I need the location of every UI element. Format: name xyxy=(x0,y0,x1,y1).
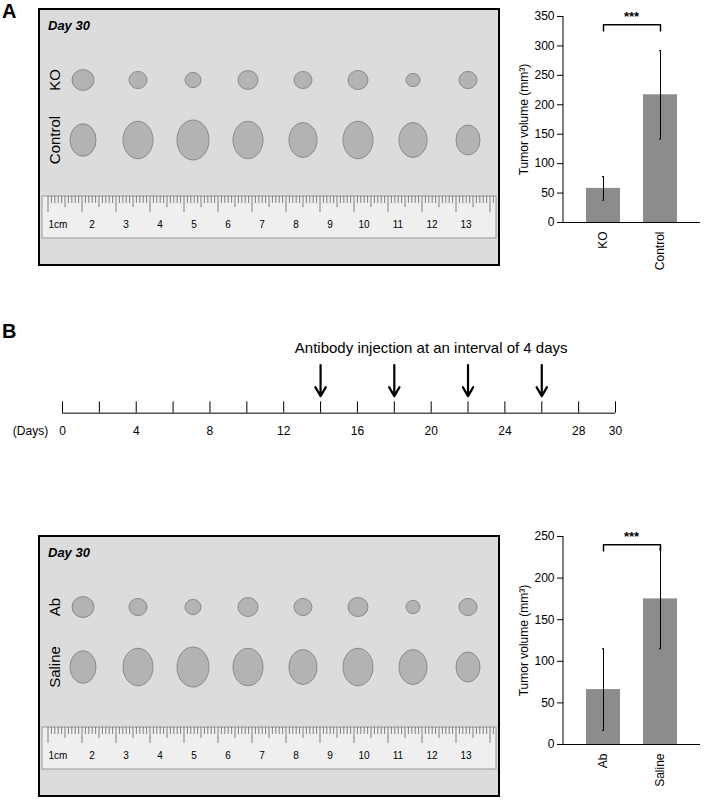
svg-text:150: 150 xyxy=(534,127,554,141)
html-text:B: B xyxy=(2,320,17,342)
svg-text:***: *** xyxy=(624,529,640,544)
svg-text:Ab: Ab xyxy=(596,753,610,768)
svg-text:12: 12 xyxy=(426,750,438,761)
svg-text:4: 4 xyxy=(157,219,163,230)
svg-text:9: 9 xyxy=(327,750,333,761)
svg-text:Tumor volume (mm³): Tumor volume (mm³) xyxy=(517,64,531,176)
svg-text:200: 200 xyxy=(534,571,554,585)
svg-text:8: 8 xyxy=(293,750,299,761)
svg-text:11: 11 xyxy=(393,750,404,761)
svg-text:300: 300 xyxy=(534,39,554,53)
svg-text:12: 12 xyxy=(426,219,438,230)
svg-text:28: 28 xyxy=(572,424,586,438)
svg-text:Ab: Ab xyxy=(46,598,63,616)
svg-text:***: *** xyxy=(624,9,640,24)
svg-text:Control: Control xyxy=(46,116,63,164)
svg-text:0: 0 xyxy=(548,737,555,751)
svg-text:200: 200 xyxy=(534,98,554,112)
svg-text:50: 50 xyxy=(541,696,555,710)
svg-text:8: 8 xyxy=(293,219,299,230)
svg-text:Day 30: Day 30 xyxy=(48,18,91,33)
svg-text:2: 2 xyxy=(89,219,95,230)
svg-text:24: 24 xyxy=(498,424,512,438)
svg-text:150: 150 xyxy=(534,613,554,627)
svg-text:30: 30 xyxy=(609,424,623,438)
svg-text:16: 16 xyxy=(351,424,365,438)
svg-text:1cm: 1cm xyxy=(49,219,68,230)
svg-text:Tumor volume (mm³): Tumor volume (mm³) xyxy=(517,585,531,697)
svg-text:Day 30: Day 30 xyxy=(48,545,91,560)
svg-text:6: 6 xyxy=(225,750,231,761)
svg-text:(Days): (Days) xyxy=(13,424,48,438)
svg-text:6: 6 xyxy=(225,219,231,230)
svg-text:250: 250 xyxy=(534,68,554,82)
svg-text:4: 4 xyxy=(157,750,163,761)
svg-text:250: 250 xyxy=(534,529,554,543)
svg-text:11: 11 xyxy=(393,219,404,230)
svg-text:350: 350 xyxy=(534,9,554,23)
svg-text:Saline: Saline xyxy=(46,646,63,688)
svg-text:1cm: 1cm xyxy=(49,750,68,761)
svg-text:Saline: Saline xyxy=(653,753,667,787)
svg-text:100: 100 xyxy=(534,156,554,170)
svg-text:0: 0 xyxy=(59,424,66,438)
svg-text:3: 3 xyxy=(123,750,129,761)
svg-text:KO: KO xyxy=(596,232,610,249)
svg-text:10: 10 xyxy=(358,219,370,230)
svg-text:8: 8 xyxy=(207,424,214,438)
html-text:A: A xyxy=(2,0,17,22)
svg-text:KO: KO xyxy=(46,69,63,91)
svg-text:20: 20 xyxy=(424,424,438,438)
svg-text:5: 5 xyxy=(191,219,197,230)
svg-text:9: 9 xyxy=(327,219,333,230)
svg-text:13: 13 xyxy=(460,219,472,230)
svg-text:7: 7 xyxy=(259,219,265,230)
svg-text:3: 3 xyxy=(123,219,129,230)
svg-text:Antibody injection at an inter: Antibody injection at an interval of 4 d… xyxy=(295,339,568,356)
svg-text:5: 5 xyxy=(191,750,197,761)
svg-text:12: 12 xyxy=(277,424,291,438)
svg-text:2: 2 xyxy=(89,750,95,761)
svg-text:13: 13 xyxy=(460,750,472,761)
svg-text:50: 50 xyxy=(541,186,555,200)
svg-text:0: 0 xyxy=(548,215,555,229)
svg-text:Control: Control xyxy=(653,232,667,271)
svg-text:4: 4 xyxy=(133,424,140,438)
svg-text:100: 100 xyxy=(534,654,554,668)
svg-text:7: 7 xyxy=(259,750,265,761)
svg-text:10: 10 xyxy=(358,750,370,761)
